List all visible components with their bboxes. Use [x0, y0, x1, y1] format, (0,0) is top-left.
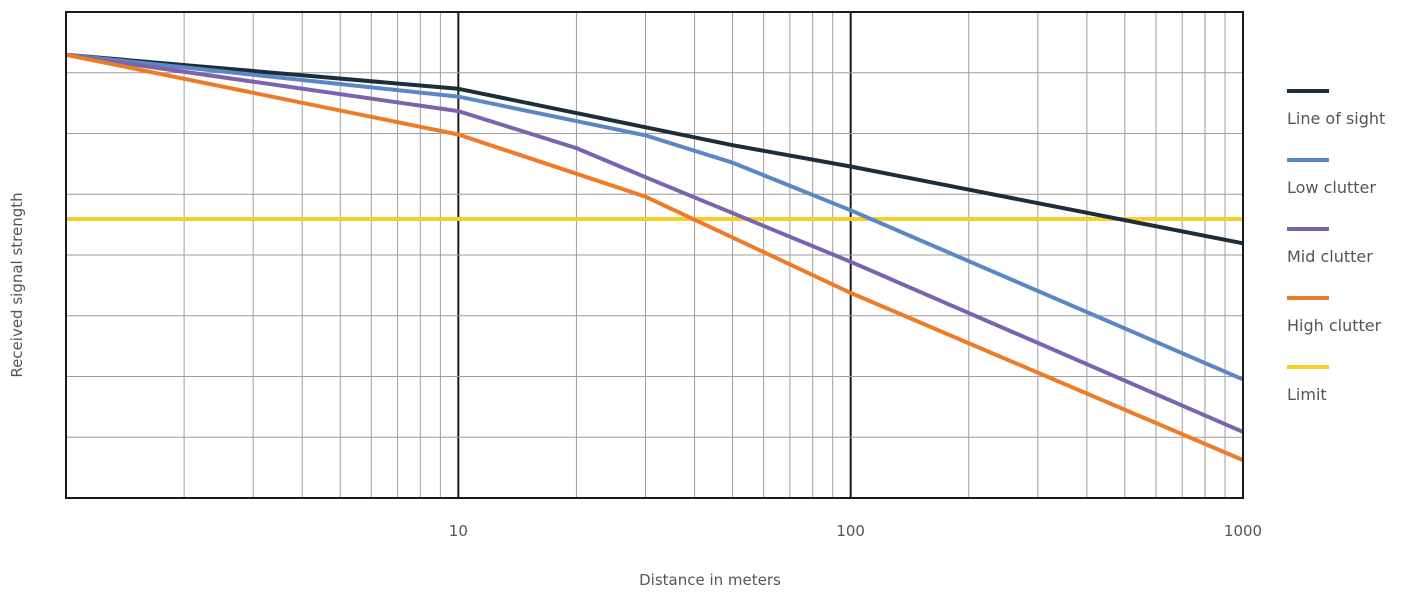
x-tick-label: 10: [449, 522, 468, 540]
x-tick-label: 100: [836, 522, 865, 540]
plot-frame: [65, 11, 1244, 499]
legend-label: Mid clutter: [1287, 247, 1373, 266]
legend-label: Line of sight: [1287, 109, 1385, 128]
series-line-low-clutter: [65, 52, 1244, 382]
legend: Line of sight Low clutter Mid clutter High …: [1287, 89, 1385, 404]
y-axis-title: Received signal strength: [8, 192, 26, 377]
series-line-high-clutter: [65, 52, 1244, 462]
grid: [66, 12, 1243, 498]
x-tick-label: 1000: [1224, 522, 1262, 540]
legend-label: Limit: [1287, 385, 1327, 404]
series-line-line-of-sight: [65, 52, 1244, 246]
x-tick-labels: 10 100 1000: [449, 522, 1262, 540]
legend-label: High clutter: [1287, 316, 1382, 335]
x-axis-title: Distance in meters: [639, 571, 781, 589]
legend-label: Low clutter: [1287, 178, 1376, 197]
series-line-mid-clutter: [65, 52, 1244, 434]
series-lines: [65, 52, 1244, 462]
